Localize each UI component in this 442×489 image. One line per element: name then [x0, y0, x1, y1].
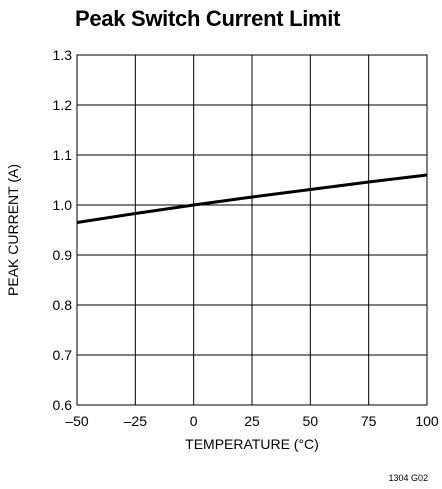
- x-tick-label: 75: [361, 413, 377, 429]
- x-axis-label: TEMPERATURE (°C): [185, 436, 319, 452]
- y-tick-label: 0.8: [53, 297, 73, 313]
- y-tick-label: 1.1: [53, 147, 73, 163]
- y-tick-label: 0.6: [53, 397, 73, 413]
- x-tick-label: 25: [244, 413, 260, 429]
- figure-code: 1304 G02: [388, 473, 428, 483]
- plot-frame: [76, 54, 428, 406]
- x-tick-label: 50: [303, 413, 319, 429]
- x-tick-label: –50: [65, 413, 89, 429]
- chart-title: Peak Switch Current Limit: [75, 6, 341, 31]
- grid-lines: [77, 55, 427, 405]
- x-tick-labels: –50 –25 0 25 50 75 100: [65, 413, 439, 429]
- y-tick-labels: 0.6 0.7 0.8 0.9 1.0 1.1 1.2 1.3: [53, 47, 73, 413]
- y-axis-label: PEAK CURRENT (A): [5, 164, 21, 296]
- y-tick-label: 1.2: [53, 97, 73, 113]
- x-tick-label: 100: [415, 413, 439, 429]
- y-tick-label: 1.3: [53, 47, 73, 63]
- y-tick-label: 1.0: [53, 197, 73, 213]
- y-tick-label: 0.7: [53, 347, 73, 363]
- x-tick-label: –25: [124, 413, 148, 429]
- y-tick-label: 0.9: [53, 247, 73, 263]
- series-line: [76, 173, 428, 224]
- x-tick-label: 0: [190, 413, 198, 429]
